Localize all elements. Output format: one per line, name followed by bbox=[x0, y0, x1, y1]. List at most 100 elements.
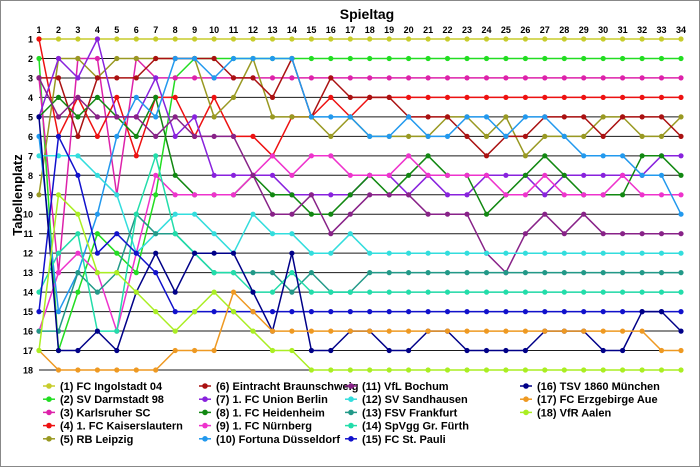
series-point-18 bbox=[561, 367, 567, 373]
series-point-5 bbox=[503, 114, 509, 120]
series-point-1 bbox=[561, 36, 567, 42]
series-point-4 bbox=[464, 94, 470, 100]
series-point-15 bbox=[211, 309, 217, 315]
series-point-18 bbox=[308, 367, 314, 373]
series-point-18 bbox=[444, 367, 451, 373]
legend-swatch-marker bbox=[46, 422, 52, 429]
series-point-4 bbox=[172, 94, 178, 100]
series-point-14 bbox=[620, 289, 626, 295]
series-point-12 bbox=[328, 250, 334, 256]
series-point-1 bbox=[522, 36, 529, 42]
series-point-8 bbox=[425, 153, 431, 159]
series-point-15 bbox=[522, 309, 529, 315]
series-point-9 bbox=[503, 192, 509, 198]
series-point-3 bbox=[94, 55, 100, 62]
series-point-18 bbox=[522, 367, 529, 373]
x-tick-label: 29 bbox=[579, 25, 589, 35]
series-point-18 bbox=[581, 367, 587, 373]
series-point-18 bbox=[230, 309, 237, 315]
series-point-14 bbox=[406, 289, 412, 295]
series-point-17 bbox=[464, 328, 470, 334]
series-point-11 bbox=[425, 211, 431, 217]
legend-entry-label: (8) 1. FC Heidenheim bbox=[216, 407, 325, 419]
series-point-15 bbox=[153, 270, 159, 276]
series-point-8 bbox=[94, 94, 100, 100]
series-point-13 bbox=[658, 270, 665, 276]
series-point-1 bbox=[444, 36, 451, 42]
series-point-9 bbox=[386, 172, 392, 178]
legend-swatch-marker bbox=[348, 383, 354, 389]
series-line-14 bbox=[38, 155, 681, 332]
series-point-12 bbox=[600, 250, 606, 256]
series-point-15 bbox=[561, 309, 567, 315]
series-point-10 bbox=[94, 211, 100, 217]
x-tick-label: 34 bbox=[676, 25, 686, 35]
series-point-18 bbox=[658, 367, 665, 373]
series-point-1 bbox=[75, 36, 81, 42]
series-layer bbox=[36, 36, 684, 373]
y-tick-label: 18 bbox=[23, 366, 33, 376]
series-point-12 bbox=[250, 211, 256, 217]
series-point-4 bbox=[94, 133, 100, 139]
series-point-13 bbox=[503, 270, 509, 276]
series-point-10 bbox=[269, 55, 276, 62]
series-point-13 bbox=[425, 270, 431, 276]
series-point-18 bbox=[386, 367, 392, 373]
series-point-9 bbox=[581, 192, 587, 198]
series-point-10 bbox=[406, 114, 412, 120]
series-line-9 bbox=[38, 155, 681, 332]
series-point-7 bbox=[328, 192, 334, 198]
series-point-18 bbox=[678, 367, 684, 373]
series-point-18 bbox=[172, 328, 178, 334]
series-point-17 bbox=[114, 367, 120, 373]
series-point-14 bbox=[347, 289, 353, 295]
series-point-12 bbox=[114, 192, 120, 198]
series-point-10 bbox=[581, 153, 587, 159]
legend-swatch-marker bbox=[202, 383, 208, 389]
series-point-17 bbox=[230, 289, 237, 295]
series-point-17 bbox=[386, 328, 392, 334]
series-point-7 bbox=[269, 172, 276, 178]
series-point-11 bbox=[192, 133, 198, 139]
series-point-2 bbox=[94, 231, 100, 237]
y-tick-label: 14 bbox=[23, 288, 33, 298]
series-line-18 bbox=[38, 194, 681, 371]
series-point-11 bbox=[406, 192, 412, 198]
series-point-4 bbox=[639, 94, 645, 100]
x-tick-label: 20 bbox=[404, 25, 414, 35]
series-point-15 bbox=[94, 250, 100, 256]
series-point-13 bbox=[269, 270, 276, 276]
x-tick-label: 19 bbox=[384, 25, 394, 35]
series-point-7 bbox=[581, 172, 587, 178]
series-point-3 bbox=[503, 75, 509, 81]
series-point-2 bbox=[522, 55, 529, 62]
series-point-8 bbox=[639, 153, 645, 159]
series-point-3 bbox=[542, 75, 548, 81]
series-point-8 bbox=[75, 114, 81, 120]
series-line-11 bbox=[38, 77, 681, 274]
series-point-3 bbox=[522, 75, 529, 81]
series-point-7 bbox=[600, 172, 606, 178]
x-tick-label: 17 bbox=[345, 25, 355, 35]
series-point-14 bbox=[425, 289, 431, 295]
series-point-18 bbox=[289, 347, 295, 354]
series-point-8 bbox=[542, 153, 548, 159]
legend-swatch-marker bbox=[46, 383, 52, 389]
series-point-3 bbox=[678, 75, 684, 81]
series-point-15 bbox=[386, 309, 392, 315]
series-point-14 bbox=[444, 289, 451, 295]
series-point-5 bbox=[230, 94, 237, 100]
series-point-12 bbox=[347, 231, 353, 237]
series-point-2 bbox=[425, 55, 431, 62]
series-point-6 bbox=[153, 55, 159, 62]
series-point-11 bbox=[639, 231, 645, 237]
series-point-3 bbox=[561, 75, 567, 81]
series-point-13 bbox=[289, 289, 295, 295]
series-point-10 bbox=[503, 133, 509, 139]
series-point-12 bbox=[581, 250, 587, 256]
series-point-17 bbox=[55, 367, 62, 373]
series-point-3 bbox=[639, 75, 645, 81]
series-point-18 bbox=[464, 367, 470, 373]
series-point-1 bbox=[483, 36, 490, 42]
series-point-12 bbox=[308, 250, 314, 256]
